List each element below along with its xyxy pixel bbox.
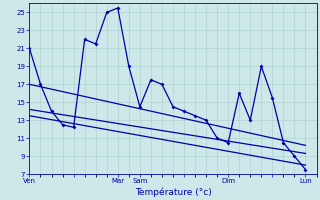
X-axis label: Température (°c): Température (°c) [135, 187, 211, 197]
